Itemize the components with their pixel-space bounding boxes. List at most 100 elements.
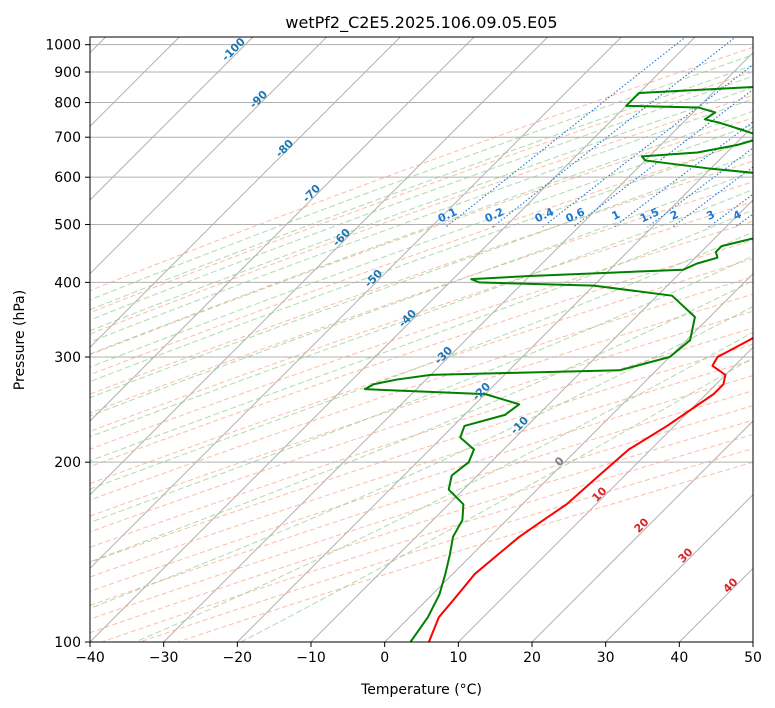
x-tick-label: −10 xyxy=(296,650,326,666)
dry-adiabat-line xyxy=(90,343,753,563)
y-tick-label: 1000 xyxy=(45,38,81,54)
isotherm-line xyxy=(90,37,696,642)
x-axis: −40 −30 −20 −10 0 10 20 30 40 50 xyxy=(75,642,762,666)
moist-adiabat-line xyxy=(90,170,753,417)
dry-adiabat-line xyxy=(90,359,753,578)
pressure-gridlines xyxy=(90,44,753,642)
x-tick-label: −40 xyxy=(75,650,105,666)
isotherm-line xyxy=(90,37,475,422)
moist-adiabat-line xyxy=(90,255,753,523)
dewpoint-profile xyxy=(363,85,753,642)
mixing-ratio-label: 0.1 xyxy=(436,205,459,225)
dry-adiabat-label: 30 xyxy=(676,545,696,565)
line-labels: 0.1 0.2 0.4 0.6 1 1.5 2 3 4-100-90-80-70-60-50-4… xyxy=(219,35,744,596)
mixing-ratio-label: 1.5 xyxy=(638,205,661,225)
moist-adiabat-line xyxy=(90,86,753,332)
isotherm-line xyxy=(90,37,549,496)
dry-adiabat-label: -30 xyxy=(432,344,455,367)
mixing-ratio-line xyxy=(542,64,753,228)
mixing-ratio-line xyxy=(492,37,737,228)
moist-adiabat-line xyxy=(90,189,753,438)
y-tick-label: 800 xyxy=(54,96,81,112)
isotherm-line xyxy=(457,346,753,642)
x-tick-label: 50 xyxy=(744,650,762,666)
dry-adiabat-line xyxy=(90,71,753,314)
x-tick-label: −30 xyxy=(149,650,179,666)
mixing-ratio-line xyxy=(572,88,753,228)
plot-frame xyxy=(89,36,754,643)
chart-title: wetPf2_C2E5.2025.106.09.05.E05 xyxy=(285,13,557,33)
y-tick-label: 400 xyxy=(54,275,81,291)
isotherm-line xyxy=(90,37,254,201)
isotherm-line xyxy=(90,37,402,349)
moist-adiabat-line xyxy=(90,209,753,462)
dry-adiabat-label: -100 xyxy=(219,35,248,64)
moist-adiabat-line xyxy=(90,110,753,355)
mixing-ratio-line xyxy=(647,147,753,228)
dry-adiabat-label: -90 xyxy=(247,88,270,111)
isotherm-line xyxy=(310,199,753,642)
moist-adiabat-line xyxy=(90,64,753,311)
moist-adiabat-line xyxy=(90,98,753,343)
isotherm-line xyxy=(236,125,753,642)
dry-adiabat-line xyxy=(90,160,753,395)
moist-adiabat-line xyxy=(135,331,753,642)
dry-adiabat-label: -10 xyxy=(508,414,531,437)
mixing-ratio-label: 2 xyxy=(668,208,680,223)
dry-adiabat-label: 20 xyxy=(632,515,652,535)
dry-adiabat-line xyxy=(90,310,753,533)
isotherm-line xyxy=(90,37,328,275)
moist-adiabat-line xyxy=(90,231,753,490)
mixing-ratio-label: 0.4 xyxy=(533,205,556,225)
y-axis-label: Pressure (hPa) xyxy=(12,290,28,390)
dry-adiabat-line xyxy=(90,293,753,517)
mixing-ratio-label: 3 xyxy=(704,208,716,223)
x-tick-label: 0 xyxy=(380,650,389,666)
moist-adiabat-line xyxy=(90,138,753,383)
dry-adiabat-line xyxy=(90,276,753,501)
dry-adiabat-line xyxy=(90,239,753,468)
dry-adiabat-line xyxy=(138,447,753,642)
y-tick-label: 200 xyxy=(54,455,81,471)
y-tick-label: 700 xyxy=(54,130,81,146)
series-layer xyxy=(363,85,753,642)
moist-adiabat-line xyxy=(90,305,753,609)
background-lines xyxy=(90,37,753,642)
dry-adiabat-line xyxy=(90,327,753,548)
temperature-profile xyxy=(427,336,753,642)
y-axis: 1000 900 800 700 600 500 400 300 200 100 xyxy=(45,38,90,651)
x-tick-label: −20 xyxy=(223,650,253,666)
dry-adiabat-line xyxy=(90,258,753,485)
isotherm-line xyxy=(90,37,623,570)
dry-adiabat-label: -60 xyxy=(330,226,353,249)
dry-adiabat-line xyxy=(90,46,753,292)
mixing-ratio-line xyxy=(672,166,753,228)
dry-adiabat-label: -80 xyxy=(273,137,296,160)
isotherm-line xyxy=(678,567,753,642)
dry-adiabat-line xyxy=(90,117,753,356)
isotherm-line xyxy=(162,51,753,642)
y-tick-label: 500 xyxy=(54,217,81,233)
moist-adiabat-line xyxy=(90,54,753,301)
y-tick-label: 900 xyxy=(54,65,81,81)
y-tick-label: 100 xyxy=(54,635,81,651)
dry-adiabat-line xyxy=(90,390,753,606)
dry-adiabat-label: 40 xyxy=(721,575,741,595)
x-tick-label: 10 xyxy=(449,650,467,666)
isotherm-line xyxy=(383,272,753,642)
mixing-ratio-line xyxy=(613,121,753,228)
dry-adiabat-label: 10 xyxy=(590,484,610,504)
mixing-ratio-line xyxy=(445,37,687,228)
mixing-ratio-label: 1 xyxy=(610,208,622,223)
y-tick-label: 600 xyxy=(54,170,81,186)
y-tick-label: 300 xyxy=(54,350,81,366)
dry-adiabat-line xyxy=(90,375,753,592)
x-tick-label: 40 xyxy=(670,650,688,666)
isotherm-line xyxy=(531,420,753,642)
x-tick-label: 20 xyxy=(523,650,541,666)
isotherm-line xyxy=(604,493,753,642)
x-tick-label: 30 xyxy=(597,650,615,666)
dry-adiabat-label: -40 xyxy=(396,307,419,330)
x-axis-label: Temperature (°C) xyxy=(360,682,482,698)
